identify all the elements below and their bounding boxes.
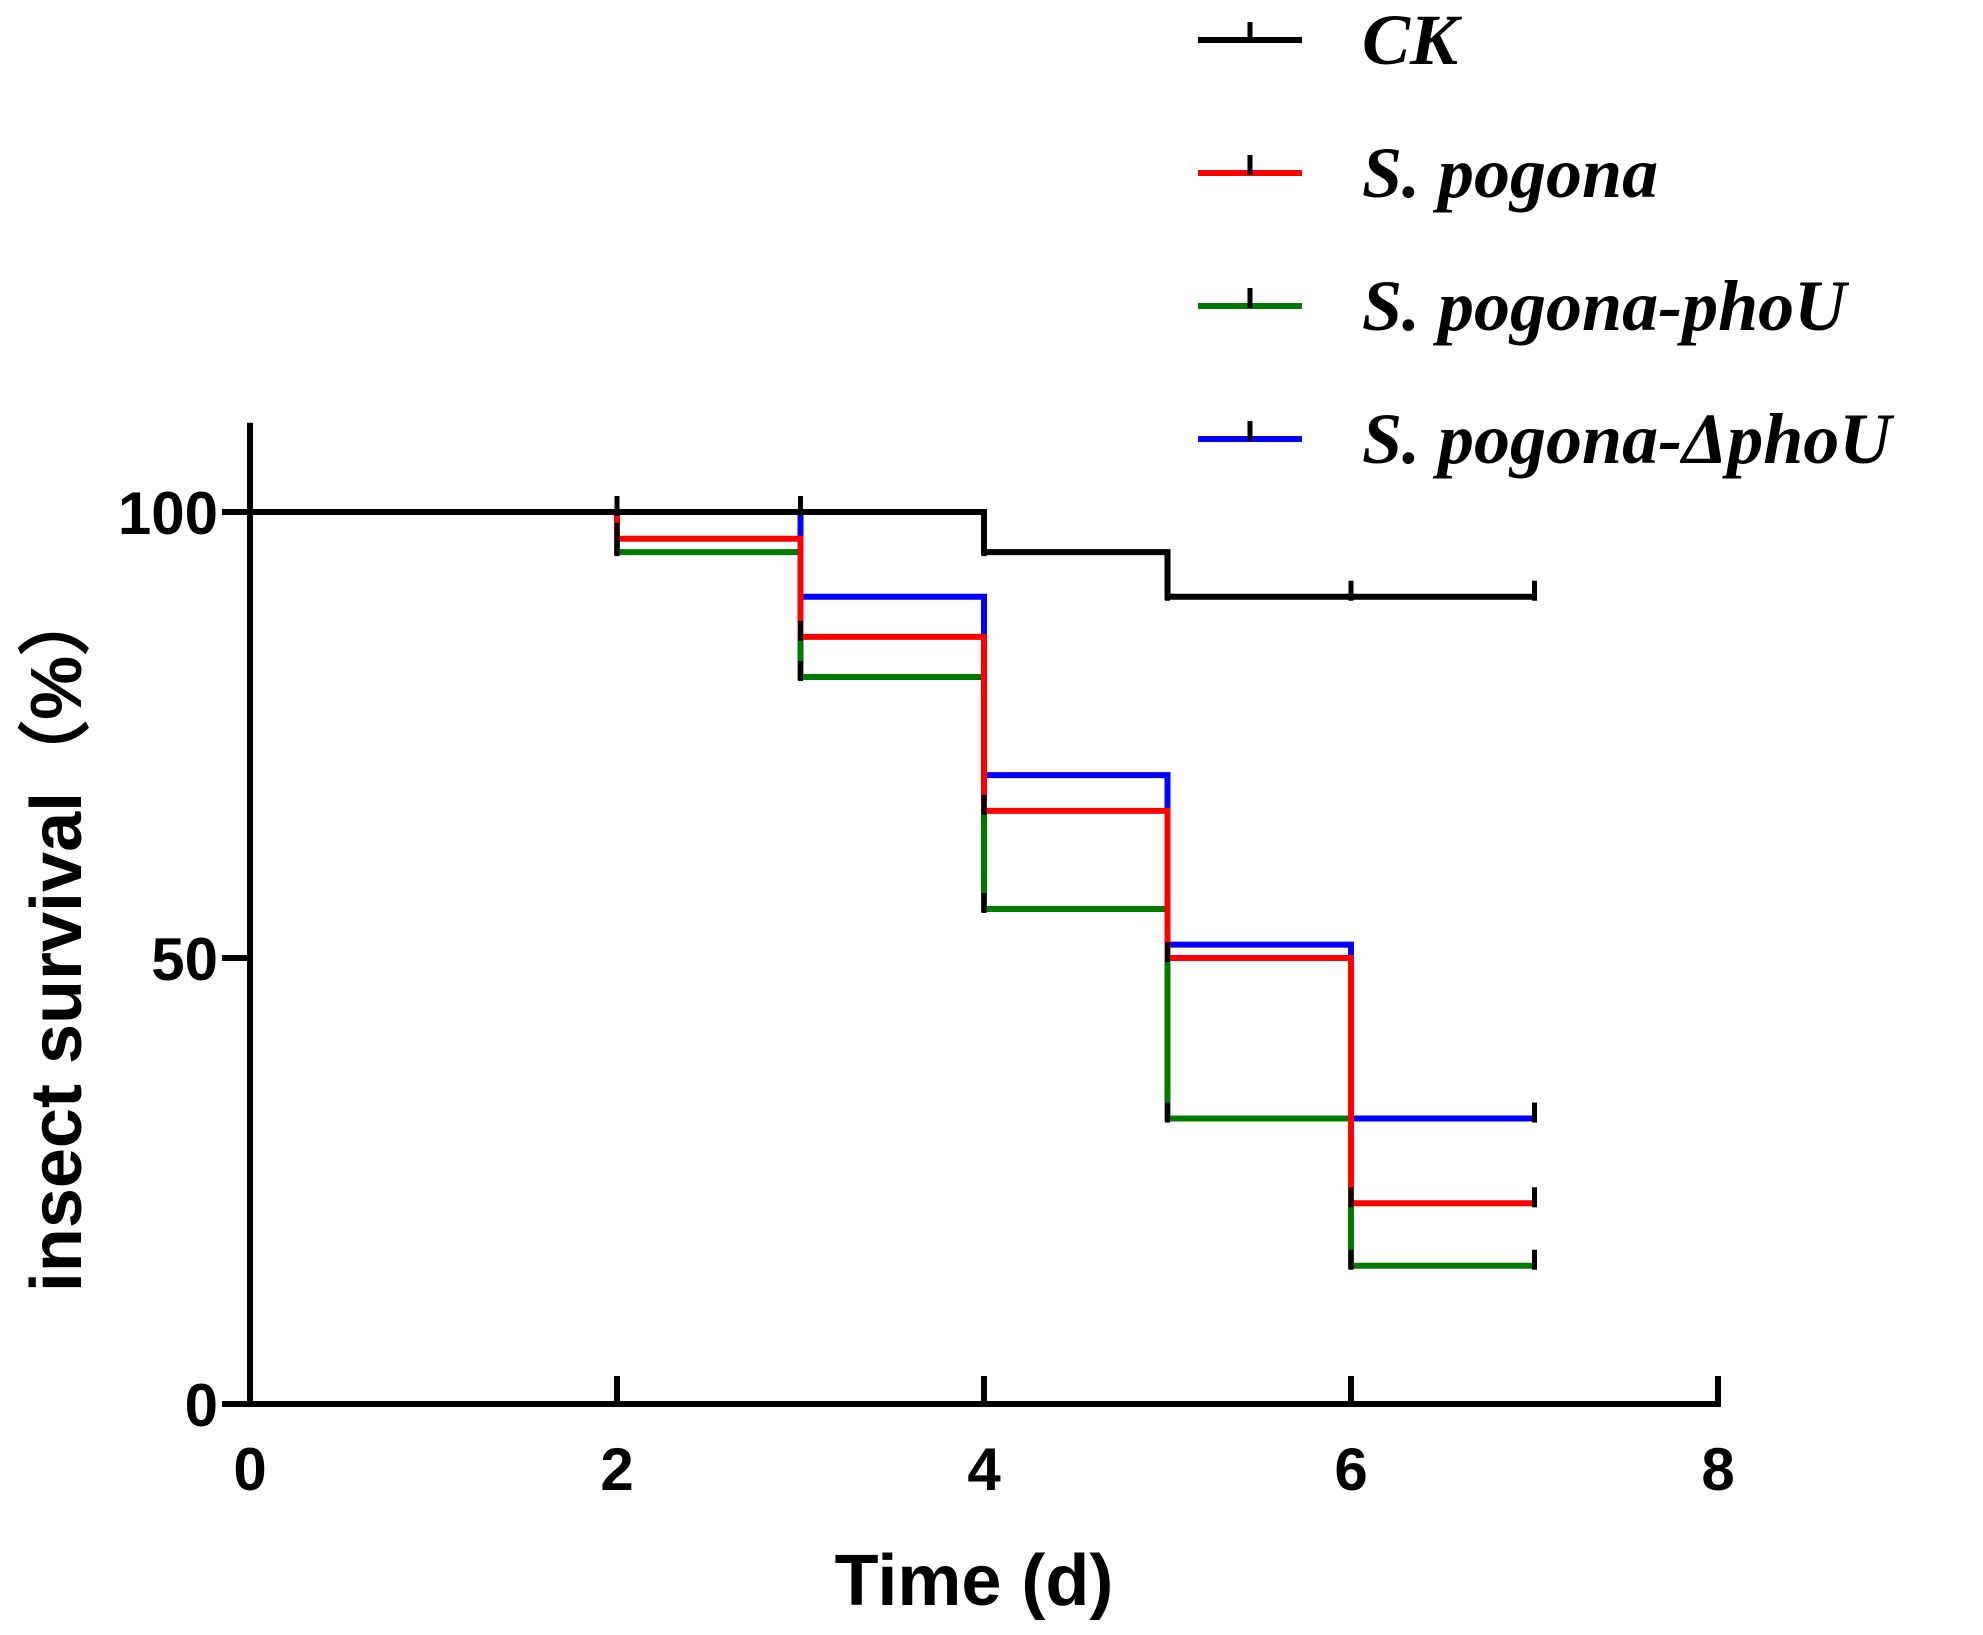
x-tick-label-8: 8 [1701,1436,1734,1503]
series-line-1 [250,509,1535,1207]
legend-item-3: S. pogona-ΔphoU [1198,399,1895,479]
ticks: 0 2 4 6 8 0 50 100 [118,480,1735,1503]
series-3 [250,496,1537,1123]
legend-item-1: S. pogona [1198,133,1658,213]
y-tick-label-50: 50 [151,926,218,993]
y-tick-label-0: 0 [185,1372,218,1439]
series-line-0 [250,509,1535,600]
legend-label-1: S. pogona [1362,133,1658,213]
x-tick-label-6: 6 [1334,1436,1367,1503]
x-axis-title: Time (d) [835,1541,1114,1621]
series-line-2 [250,509,1535,1269]
series-layer [250,496,1537,1270]
x-tick-label-0: 0 [233,1436,266,1503]
y-tick-label-100: 100 [118,480,218,547]
y-axis-title: insect survival（%） [17,584,97,1292]
legend-label-2: S. pogona-phoU [1362,266,1850,346]
x-tick-label-4: 4 [967,1436,1001,1503]
series-1 [250,509,1537,1208]
x-tick-label-2: 2 [600,1436,633,1503]
axes [247,422,1721,1407]
series-0 [250,496,1537,601]
legend-item-0: CK [1198,0,1463,80]
legend-label-3: S. pogona-ΔphoU [1362,399,1895,479]
series-line-3 [250,509,1535,1122]
legend: CK S. pogona S. pogona-phoU S. pogona-ΔphoU [1198,0,1895,479]
series-2 [250,509,1537,1270]
legend-label-0: CK [1362,0,1463,80]
legend-item-2: S. pogona-phoU [1198,266,1850,346]
